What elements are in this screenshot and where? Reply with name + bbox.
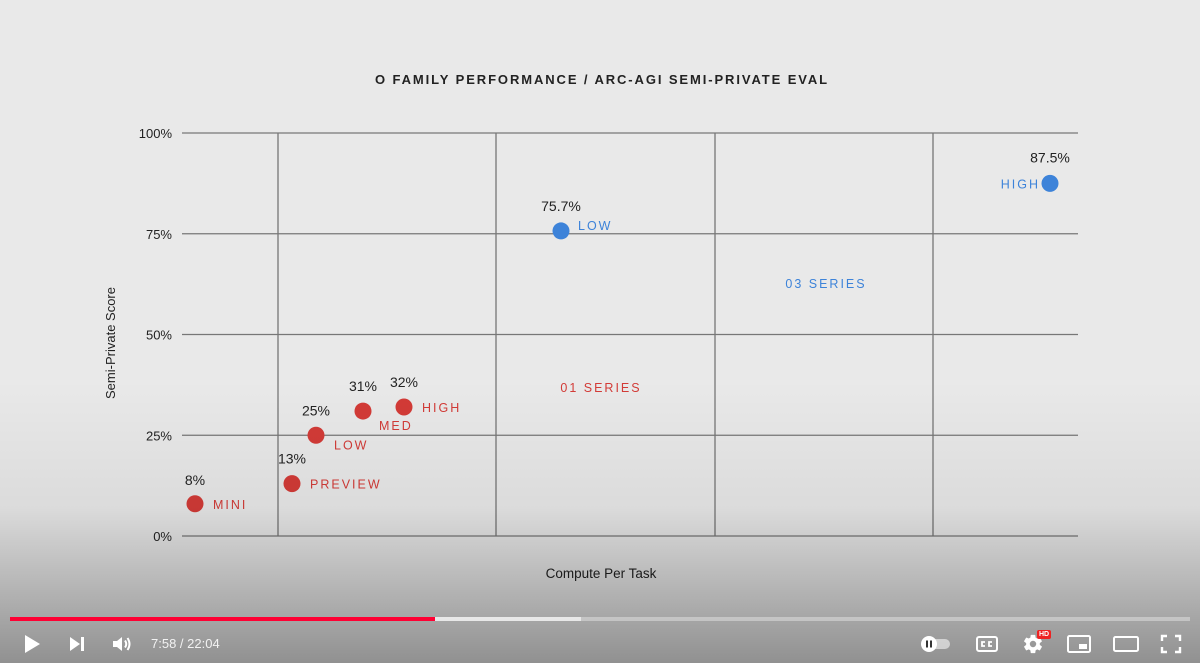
play-button[interactable] [14,628,50,660]
data-point-label: LOW [334,438,368,452]
data-point-o1-mini [186,495,204,513]
chart-points: 8% MINI 13% PREVIEW 25% LOW 31% MED 32% HIGH 75.7%… [185,149,1070,513]
data-point-label: HIGH [422,401,461,415]
y-tick-label: 25% [146,428,172,443]
data-value-label: 87.5% [1030,149,1070,165]
y-axis-ticks: 0% 25% 50% 75% 100% [139,126,173,544]
series-label-01: 01 SERIES [560,381,641,395]
data-value-label: 8% [185,472,205,488]
miniplayer-button[interactable] [1062,628,1096,660]
data-point-label: MED [379,419,413,433]
data-value-label: 25% [302,402,330,418]
data-point-o1-high [395,398,413,416]
data-point-o3-high [1041,174,1059,192]
theater-mode-button[interactable] [1108,628,1144,660]
data-point-label: PREVIEW [310,478,382,492]
fullscreen-button[interactable] [1154,628,1188,660]
time-total: 22:04 [187,636,220,651]
y-tick-label: 100% [139,126,173,141]
fullscreen-icon [1160,634,1182,654]
next-button[interactable] [60,628,94,660]
settings-gear-icon [1024,634,1042,654]
chart-grid [182,132,1078,537]
data-point-label: HIGH [1001,177,1040,191]
miniplayer-icon [1067,635,1091,653]
settings-button[interactable] [1016,628,1050,660]
y-tick-label: 75% [146,227,172,242]
progress-played [10,617,435,621]
theater-mode-icon [1113,636,1139,652]
autoplay-toggle[interactable] [916,628,956,660]
data-point-label: LOW [578,219,612,233]
y-tick-label: 0% [153,529,172,544]
autoplay-toggle-icon [921,636,950,652]
x-axis-label: Compute Per Task [546,566,657,581]
y-axis-label: Semi-Private Score [103,287,118,399]
data-point-o1-med [354,402,372,420]
data-value-label: 32% [390,374,418,390]
series-label-03: 03 SERIES [785,277,866,291]
time-display: 7:58 / 22:04 [151,635,220,653]
data-value-label: 13% [278,451,306,467]
volume-icon [113,637,131,651]
captions-icon [976,636,998,652]
hd-badge: HD [1037,630,1051,639]
next-icon [70,637,84,651]
play-icon [25,635,40,653]
volume-button[interactable] [104,628,140,660]
chart-title: O FAMILY PERFORMANCE / ARC-AGI SEMI-PRIV… [375,72,829,87]
time-current: 7:58 [151,636,177,651]
progress-bar[interactable] [10,617,1190,621]
data-value-label: 75.7% [541,198,581,214]
data-point-label: MINI [213,498,247,512]
captions-button[interactable] [970,628,1004,660]
data-point-o1-preview [283,475,301,493]
time-separator: / [176,636,188,651]
data-point-o3-low [552,222,570,240]
data-point-o1-low [307,426,325,444]
data-value-label: 31% [349,378,377,394]
y-tick-label: 50% [146,328,172,343]
